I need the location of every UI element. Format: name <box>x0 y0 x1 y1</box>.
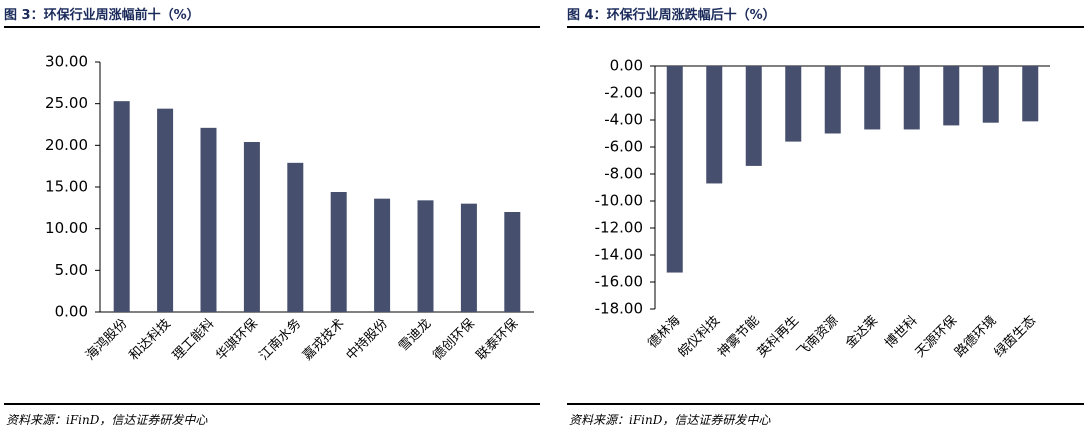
y-tick-label: -16.00 <box>595 273 643 291</box>
x-tick-label: 天源环保 <box>913 313 960 360</box>
x-tick-label: 华骐环保 <box>213 316 260 363</box>
source-rule <box>4 403 540 405</box>
y-tick-label: 25.00 <box>45 94 88 112</box>
x-tick-label: 博世科 <box>882 313 920 351</box>
x-tick-label: 联泰环保 <box>474 316 521 363</box>
x-tick-label: 中持股份 <box>344 316 391 363</box>
x-tick-label: 江南水务 <box>256 316 304 364</box>
x-tick-label: 绿茵生态 <box>992 313 1039 360</box>
y-tick-label: -6.00 <box>604 138 643 156</box>
chart-title: 图 4：环保行业周涨跌幅后十（%） <box>567 7 776 23</box>
y-tick-label: 0.00 <box>610 57 643 75</box>
bar <box>330 192 347 312</box>
title-rule <box>4 26 540 28</box>
y-tick-label: 30.00 <box>45 53 88 71</box>
title-rule <box>567 26 1084 28</box>
x-tick-label: 金达莱 <box>842 313 881 352</box>
source-note: 资料来源：iFinD，信达证券研发中心 <box>569 413 771 427</box>
bar <box>287 162 304 312</box>
bar <box>374 198 391 312</box>
bar <box>1022 66 1039 122</box>
x-tick-label: 飞南资源 <box>793 313 841 361</box>
bar <box>864 66 881 130</box>
x-tick-label: 德创环保 <box>430 316 477 363</box>
y-tick-label: -14.00 <box>595 246 643 264</box>
bar <box>785 66 802 142</box>
y-tick-label: -12.00 <box>595 219 643 237</box>
source-note: 资料来源：iFinD，信达证券研发中心 <box>6 413 208 427</box>
x-tick-label: 神雾节能 <box>715 313 762 360</box>
y-tick-label: -18.00 <box>595 300 643 318</box>
bar <box>824 66 841 134</box>
y-tick-label: 10.00 <box>45 219 88 237</box>
x-tick-label: 和达科技 <box>127 316 174 363</box>
y-tick-label: 0.00 <box>55 303 88 321</box>
bar <box>745 66 762 166</box>
x-tick-label: 雪迪龙 <box>396 316 434 354</box>
y-tick-label: -2.00 <box>604 84 643 102</box>
y-tick-label: 15.00 <box>45 178 88 196</box>
bar <box>200 127 217 312</box>
y-tick-label: -4.00 <box>604 111 643 129</box>
y-tick-label: -10.00 <box>595 192 643 210</box>
y-tick-label: -8.00 <box>604 165 643 183</box>
bar <box>113 101 130 313</box>
x-tick-label: 路德环境 <box>951 313 999 361</box>
chart-title: 图 3：环保行业周涨幅前十（%） <box>4 7 200 23</box>
bar <box>243 142 260 312</box>
bar <box>504 212 521 312</box>
x-tick-label: 皖仪科技 <box>676 313 723 360</box>
bar <box>417 200 434 312</box>
x-tick-label: 德林海 <box>645 313 683 351</box>
bar <box>943 66 960 126</box>
source-rule <box>567 403 1084 405</box>
bar <box>982 66 999 123</box>
bar <box>706 66 723 184</box>
y-tick-label: 5.00 <box>55 261 88 279</box>
x-tick-label: 嘉戎技术 <box>300 316 347 363</box>
y-tick-label: 20.00 <box>45 136 88 154</box>
bar <box>903 66 920 130</box>
x-tick-label: 英科再生 <box>755 313 802 360</box>
x-tick-label: 海鸿股份 <box>82 316 130 364</box>
bar <box>157 108 174 313</box>
x-tick-label: 理工能科 <box>170 316 217 363</box>
bar <box>666 66 683 273</box>
bar <box>460 203 477 312</box>
